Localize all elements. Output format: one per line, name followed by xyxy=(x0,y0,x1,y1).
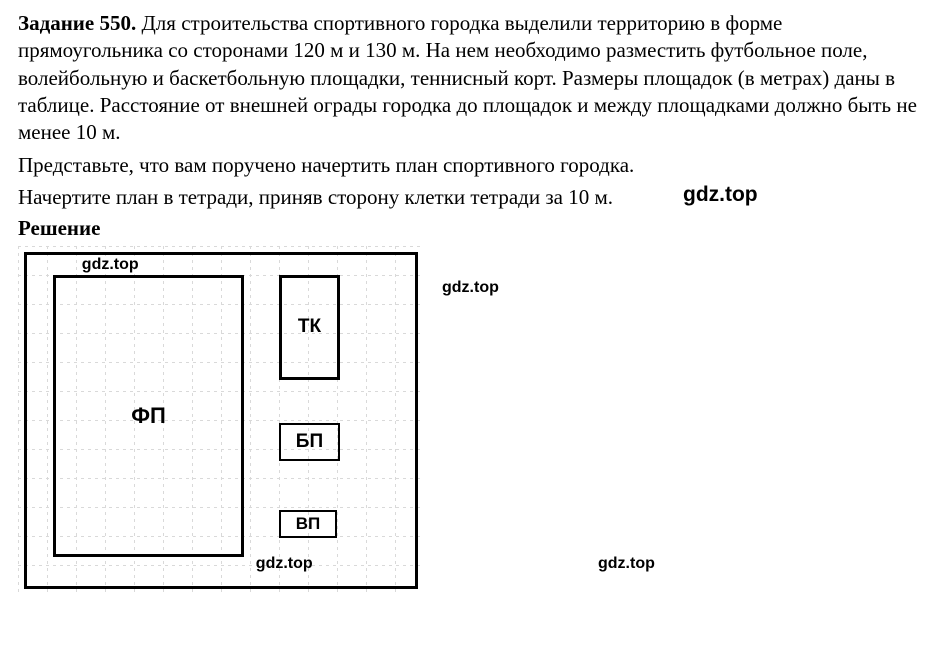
problem-text: Задание 550. Для строительства спортивно… xyxy=(18,10,925,146)
extra-line-1: Представьте, что вам поручено начертить … xyxy=(18,152,925,179)
basketball-court: БП xyxy=(279,423,340,461)
solution-label: Решение xyxy=(18,215,925,242)
basketball-label: БП xyxy=(296,430,323,455)
plan-diagram: ФП ТК БП ВП gdz.top xyxy=(18,246,424,594)
task-label: Задание 550. xyxy=(18,11,136,35)
watermark-top-right: gdz.top xyxy=(442,278,499,299)
extra-line-2: Начертите план в тетради, приняв сторону… xyxy=(18,184,925,211)
volleyball-label: ВП xyxy=(296,513,321,535)
watermark-4: gdz.top xyxy=(598,554,655,575)
volleyball-court: ВП xyxy=(279,510,337,538)
problem-body: Для строительства спортивного городка вы… xyxy=(18,11,917,144)
football-label: ФП xyxy=(131,402,166,431)
tennis-label: ТК xyxy=(298,315,321,340)
tennis-court: ТК xyxy=(279,275,340,379)
football-field: ФП xyxy=(53,275,244,556)
